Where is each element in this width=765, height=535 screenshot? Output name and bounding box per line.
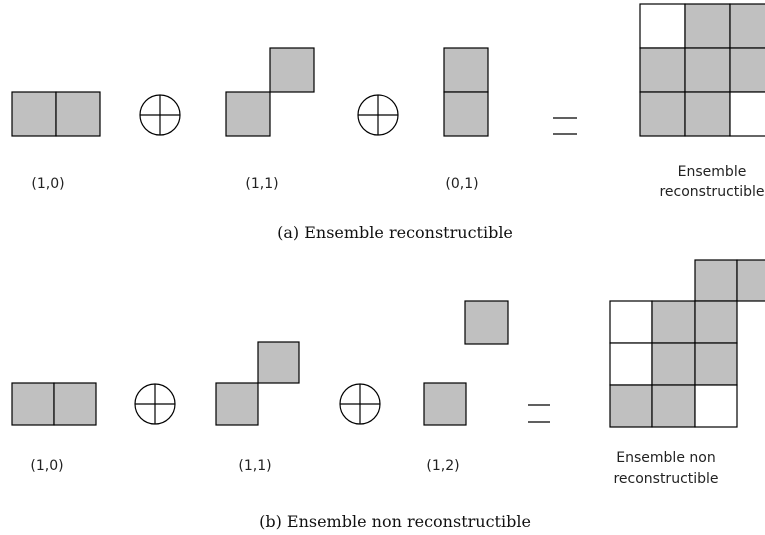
cell xyxy=(736,259,765,302)
caption: (b) Ensemble non reconstructible xyxy=(259,512,531,531)
cell xyxy=(684,47,731,93)
cell xyxy=(215,382,259,426)
result-label: reconstructible xyxy=(613,471,718,487)
oplus xyxy=(134,383,176,425)
cell xyxy=(694,342,738,386)
panel-b: (1,0) (1,1) (1,2) Ensemble non reconstru… xyxy=(11,259,765,531)
cell xyxy=(257,341,300,384)
cell xyxy=(464,300,509,345)
cell xyxy=(609,300,653,344)
label: (1,2) xyxy=(426,458,459,474)
cell xyxy=(443,47,489,93)
panel-a: (1,0) (1,1) (0,1) Ensemble reconstructib… xyxy=(11,3,765,242)
result-label: Ensemble non xyxy=(616,450,715,466)
cell xyxy=(53,382,97,426)
label: (0,1) xyxy=(445,176,478,192)
cell xyxy=(11,91,57,137)
cell xyxy=(423,382,467,426)
cell xyxy=(651,384,696,428)
oplus xyxy=(357,94,399,136)
cell xyxy=(639,3,686,49)
cell xyxy=(694,300,738,344)
cell xyxy=(729,91,765,137)
result-label: reconstructible xyxy=(659,184,764,200)
cell xyxy=(639,47,686,93)
cell xyxy=(694,384,738,428)
cell xyxy=(55,91,101,137)
cell xyxy=(651,342,696,386)
cell xyxy=(729,47,765,93)
result-label: Ensemble xyxy=(678,164,747,180)
label: (1,0) xyxy=(31,176,64,192)
cell xyxy=(729,3,765,49)
oplus xyxy=(339,383,381,425)
cell xyxy=(684,3,731,49)
cell xyxy=(609,384,653,428)
cell xyxy=(694,259,738,302)
label: (1,1) xyxy=(238,458,271,474)
cell xyxy=(11,382,55,426)
cell xyxy=(269,47,315,93)
label: (1,0) xyxy=(30,458,63,474)
cell xyxy=(609,342,653,386)
caption: (a) Ensemble reconstructible xyxy=(277,223,513,242)
cell xyxy=(639,91,686,137)
cell xyxy=(651,300,696,344)
cell xyxy=(684,91,731,137)
cell xyxy=(443,91,489,137)
label: (1,1) xyxy=(245,176,278,192)
cell xyxy=(225,91,271,137)
oplus xyxy=(139,94,181,136)
